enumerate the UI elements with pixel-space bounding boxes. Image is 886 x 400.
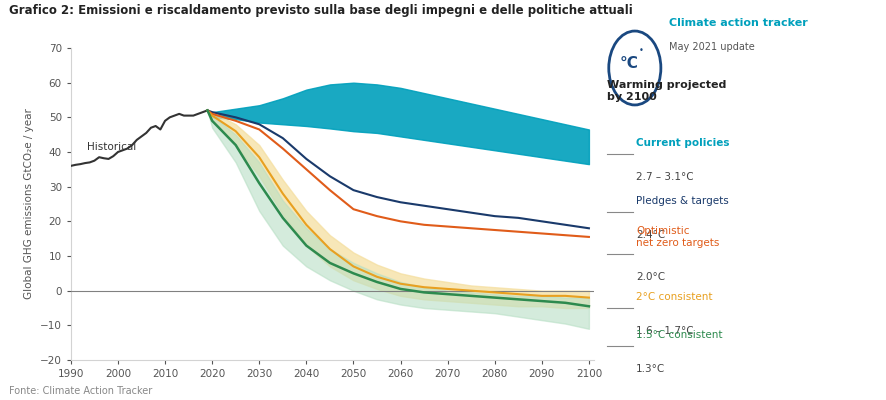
Text: Current policies: Current policies <box>636 138 730 148</box>
Text: Grafico 2: Emissioni e riscaldamento previsto sulla base degli impegni e delle p: Grafico 2: Emissioni e riscaldamento pre… <box>9 4 633 17</box>
Text: Historical: Historical <box>88 142 136 152</box>
Text: 1.6 – 1.7°C: 1.6 – 1.7°C <box>636 326 694 336</box>
Text: Fonte: Climate Action Tracker: Fonte: Climate Action Tracker <box>9 386 152 396</box>
Text: Warming projected
by 2100: Warming projected by 2100 <box>607 80 727 102</box>
Text: Pledges & targets: Pledges & targets <box>636 196 729 206</box>
Text: °C: °C <box>619 56 638 71</box>
Text: 2.4°C: 2.4°C <box>636 230 665 240</box>
Text: 1.3°C: 1.3°C <box>636 364 665 374</box>
Text: 2°C consistent: 2°C consistent <box>636 292 712 302</box>
Y-axis label: Global GHG emissions GtCO₂e / year: Global GHG emissions GtCO₂e / year <box>25 108 35 300</box>
Text: •: • <box>639 46 643 55</box>
Text: Optimistic
net zero targets: Optimistic net zero targets <box>636 226 719 248</box>
Text: 2.7 – 3.1°C: 2.7 – 3.1°C <box>636 172 694 182</box>
Text: 2.0°C: 2.0°C <box>636 272 665 282</box>
Text: May 2021 update: May 2021 update <box>669 42 755 52</box>
Text: 1.5°C consistent: 1.5°C consistent <box>636 330 723 340</box>
Text: Climate action tracker: Climate action tracker <box>669 18 808 28</box>
